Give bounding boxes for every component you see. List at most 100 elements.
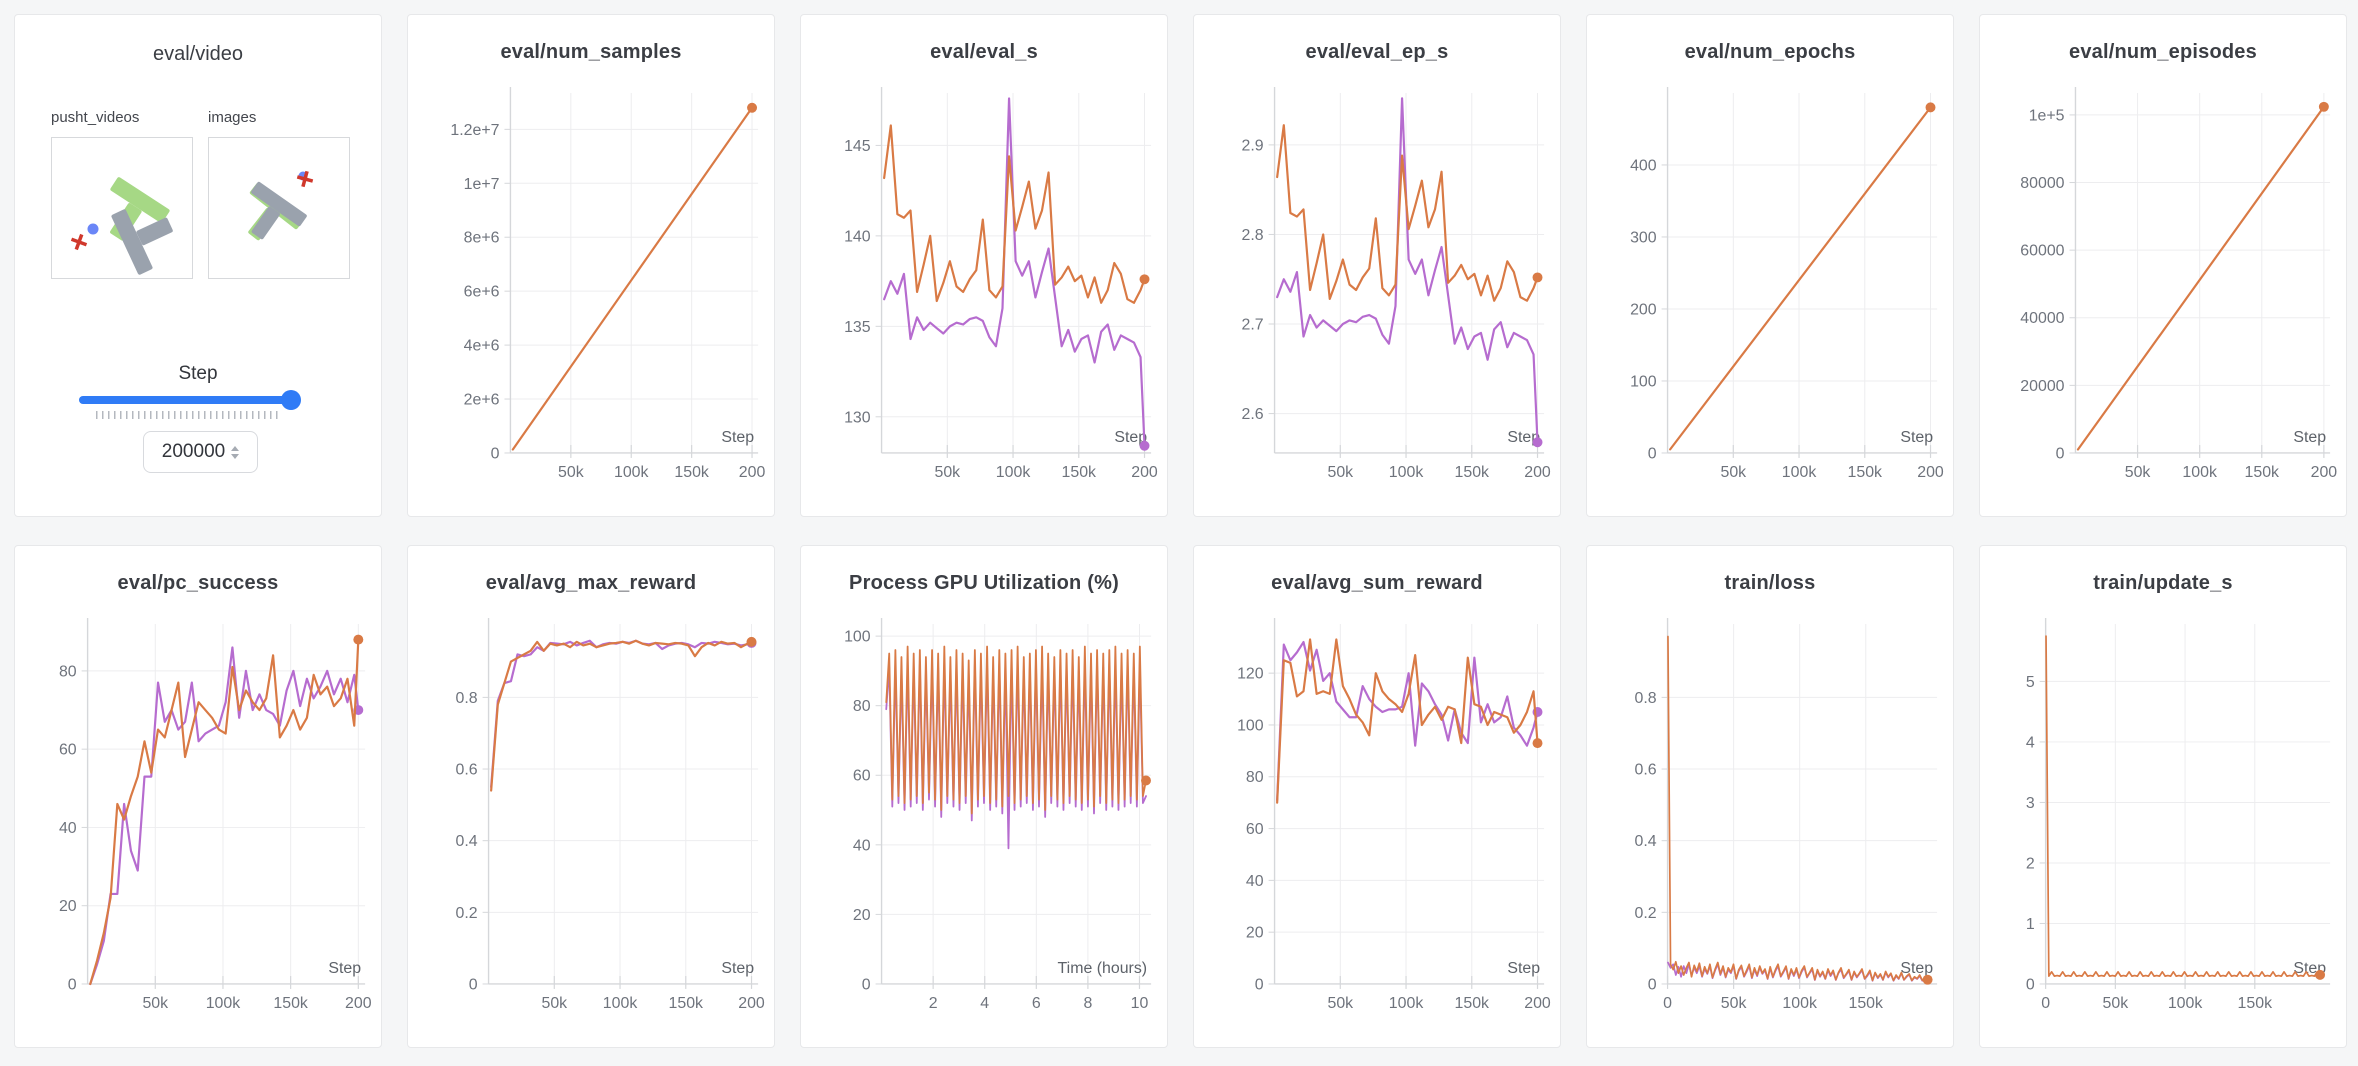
x-axis-label: Time (hours)	[1058, 960, 1148, 977]
y-tick-label: 0	[2026, 976, 2035, 993]
chart-plot-area[interactable]: 0 20000 40000 60000 80000 1e+5 50k 100k 150k 200 S…	[1980, 15, 2346, 516]
chart-plot-area[interactable]: 130 135 140 145 50k 100k 150k 200 Step	[801, 15, 1167, 516]
chart-plot-area[interactable]: 0 2e+6 4e+6 6e+6 8e+6 1e+7 1.2e+7 50k 100k 150k 20…	[408, 15, 774, 516]
x-tick-label: 150k	[2245, 464, 2280, 481]
series-end-dot-orange-run	[353, 634, 364, 645]
y-tick-label: 2e+6	[464, 392, 500, 409]
stepper-up-icon[interactable]	[231, 445, 240, 451]
stepper-down-icon[interactable]	[231, 453, 240, 459]
series-end-dot-orange-run	[2318, 101, 2329, 112]
chart-title: eval/num_epochs	[1684, 41, 1856, 63]
media-label-pusht-videos: pusht_videos	[51, 109, 140, 126]
series-line-purple-run	[883, 97, 1146, 447]
x-tick-label: 150k	[1455, 464, 1490, 481]
x-axis-label: Step	[1900, 429, 1933, 446]
y-tick-label: 1	[2026, 916, 2035, 933]
chart-plot-area[interactable]: 0 20 40 60 80 50k 100k 150k 200 Step	[15, 546, 381, 1047]
x-tick-label: 150k	[674, 464, 709, 481]
x-tick-label: 50k	[541, 995, 567, 1012]
x-tick-label: 100k	[1782, 464, 1817, 481]
images-thumbnail[interactable]	[208, 137, 350, 279]
step-slider-label: Step	[178, 363, 218, 384]
chart-plot-area[interactable]: 0 0.2 0.4 0.6 0.8 50k 100k 150k 200 Step	[408, 546, 774, 1047]
chart-plot-area[interactable]: 0 20 40 60 80 100 2 4 6 8 10 Time (hours)	[801, 546, 1167, 1047]
y-tick-label: 0.6	[1634, 762, 1656, 779]
chart-plot-area[interactable]: 0 0.2 0.4 0.6 0.8 0 50k 100k 150k Step	[1587, 546, 1953, 1047]
x-tick-label: 150k	[1848, 464, 1883, 481]
x-axis-label: Step	[1900, 960, 1933, 977]
x-tick-label: 50k	[2103, 995, 2129, 1012]
series-line-orange-run	[511, 106, 754, 451]
chart-panel-train-update-s: train/update_s 0 1 2 3 4 5 0 50k 100k 150k Step	[1979, 545, 2347, 1048]
x-tick-label: 0	[2041, 995, 2050, 1012]
series-line-orange-run	[2045, 635, 2321, 977]
x-tick-label: 150k	[1455, 995, 1490, 1012]
series-line-purple-run	[490, 639, 753, 789]
y-tick-label: 140	[844, 228, 871, 245]
chart-title: eval/eval_ep_s	[1305, 41, 1449, 63]
y-tick-label: 135	[844, 319, 871, 336]
step-input[interactable]: 200000	[143, 431, 258, 473]
y-tick-label: 0	[2056, 445, 2065, 462]
series-line-orange-run	[1276, 638, 1539, 804]
y-tick-label: 20	[853, 907, 871, 924]
y-tick-label: 2.7	[1241, 316, 1263, 333]
x-tick-label: 50k	[1327, 464, 1353, 481]
x-tick-label: 100k	[603, 995, 638, 1012]
chart-title: eval/pc_success	[117, 572, 279, 594]
x-tick-label: 6	[1032, 995, 1041, 1012]
x-tick-label: 50k	[1327, 995, 1353, 1012]
y-tick-label: 80000	[2020, 175, 2064, 192]
chart-plot-area[interactable]: 2.6 2.7 2.8 2.9 50k 100k 150k 200 Step	[1194, 15, 1560, 516]
step-slider[interactable]	[79, 390, 301, 410]
step-value: 200000	[161, 441, 226, 462]
series-end-dot-orange-run	[1139, 274, 1150, 285]
series-end-dot-orange-run	[2315, 969, 2326, 980]
y-tick-label: 2	[2026, 855, 2035, 872]
chart-panel-eval-num-epochs: eval/num_epochs 0 100 200 300 400 50k 100k 150k 2…	[1586, 14, 1954, 517]
chart-title: eval/num_samples	[500, 41, 682, 63]
y-tick-label: 1.2e+7	[450, 122, 499, 139]
series-end-dot-orange-run	[1925, 102, 1936, 113]
x-tick-label: 50k	[142, 995, 168, 1012]
y-tick-label: 60	[59, 742, 77, 759]
series-line-orange-run	[490, 639, 753, 792]
y-tick-label: 100	[844, 629, 871, 646]
x-tick-label: 50k	[1720, 464, 1746, 481]
x-axis-label: Step	[1507, 960, 1540, 977]
x-tick-label: 150k	[2238, 995, 2273, 1012]
pusht-video-thumbnail[interactable]	[51, 137, 193, 279]
y-tick-label: 60	[1246, 821, 1264, 838]
y-tick-label: 0	[469, 976, 478, 993]
chart-plot-area[interactable]: 0 20 40 60 80 100 120 50k 100k 150k 200 Step	[1194, 546, 1560, 1047]
x-tick-label: 50k	[558, 464, 584, 481]
y-tick-label: 5	[2026, 674, 2035, 691]
x-tick-label: 200	[1524, 464, 1551, 481]
x-tick-label: 200	[1524, 995, 1551, 1012]
agent-dot	[87, 223, 99, 235]
y-tick-label: 0	[491, 445, 500, 462]
chart-title: eval/num_episodes	[2069, 41, 2257, 63]
x-tick-label: 200	[739, 464, 766, 481]
y-tick-label: 100	[1630, 373, 1657, 390]
series-line-orange-run	[883, 124, 1146, 304]
y-tick-label: 2.6	[1241, 406, 1263, 423]
y-tick-label: 0.8	[455, 690, 477, 707]
y-tick-label: 200	[1630, 301, 1657, 318]
chart-plot-area[interactable]: 0 100 200 300 400 50k 100k 150k 200 Step	[1587, 15, 1953, 516]
slider-track[interactable]	[79, 396, 291, 404]
series-line-orange-run	[1669, 106, 1932, 451]
x-axis-label: Step	[1507, 429, 1540, 446]
y-tick-label: 0	[1648, 976, 1657, 993]
x-tick-label: 150k	[1062, 464, 1097, 481]
y-tick-label: 2.8	[1241, 227, 1263, 244]
y-tick-label: 130	[844, 409, 871, 426]
y-tick-label: 0.4	[455, 833, 477, 850]
slider-ruler-ticks	[96, 411, 282, 419]
chart-panel-eval-num-episodes: eval/num_episodes 0 20000 40000 60000 80000 1e…	[1979, 14, 2347, 517]
series-end-dot-orange-run	[1141, 775, 1151, 786]
slider-thumb[interactable]	[281, 390, 301, 410]
chart-title: eval/avg_max_reward	[485, 572, 697, 594]
